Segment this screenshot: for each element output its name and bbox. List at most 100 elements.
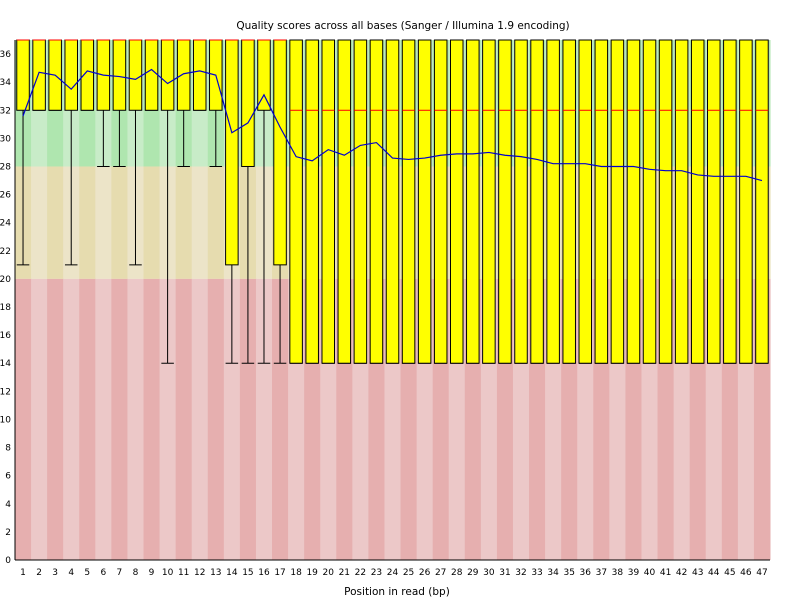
x-tick-label: 30: [483, 568, 495, 578]
x-tick-label: 5: [84, 568, 90, 578]
x-tick-label: 29: [467, 568, 479, 578]
y-tick-label: 24: [0, 219, 11, 229]
box-8: [128, 39, 143, 111]
x-tick-label: 3: [52, 568, 58, 578]
y-tick-label: 14: [0, 359, 11, 369]
box-15: [241, 39, 255, 167]
band-reasonable-stripe: [191, 166, 209, 279]
band-poor-stripe: [47, 278, 64, 560]
band-poor-stripe: [272, 278, 289, 560]
y-tick-label: 10: [0, 415, 11, 425]
box-40: [642, 39, 657, 364]
box-25: [401, 39, 416, 364]
band-poor-stripe: [239, 278, 257, 560]
box-31: [498, 39, 512, 364]
x-tick-label: 7: [117, 568, 123, 578]
x-tick-label: 14: [226, 568, 238, 578]
box-23: [369, 39, 384, 364]
band-poor-stripe: [15, 278, 32, 560]
box-47: [755, 39, 769, 364]
x-tick-label: 15: [242, 568, 253, 578]
box-12: [192, 39, 207, 111]
x-tick-label: 4: [68, 568, 74, 578]
band-poor-stripe: [95, 278, 112, 560]
y-tick-label: 36: [0, 50, 11, 60]
box-26: [417, 39, 432, 364]
band-reasonable-stripe: [31, 166, 48, 279]
box-28: [449, 39, 464, 364]
x-tick-label: 9: [149, 568, 155, 578]
x-tick-label: 43: [692, 568, 703, 578]
box-34: [546, 39, 560, 364]
band-poor-stripe: [31, 278, 48, 560]
box-16: [257, 39, 271, 111]
box-11: [176, 39, 191, 111]
band-poor-stripe: [111, 278, 128, 560]
x-tick-label: 27: [435, 568, 446, 578]
mean-line: [22, 68, 763, 182]
x-tick-label: 12: [194, 568, 205, 578]
x-tick-label: 10: [162, 568, 174, 578]
band-poor-stripe: [63, 278, 80, 560]
x-tick-label: 42: [676, 568, 687, 578]
band-reasonable-stripe: [207, 166, 225, 279]
band-reasonable-stripe: [175, 166, 193, 279]
x-tick-label: 35: [563, 568, 574, 578]
x-axis-label: Position in read (bp): [344, 586, 450, 598]
band-reasonable-stripe: [95, 166, 112, 279]
box-42: [674, 39, 689, 364]
band-poor-stripe: [175, 278, 193, 560]
band-reasonable-stripe: [111, 166, 128, 279]
x-tick-label: 19: [306, 568, 318, 578]
box-29: [466, 39, 480, 364]
x-tick-label: 28: [451, 568, 463, 578]
box-2: [32, 39, 46, 111]
band-poor-stripe: [143, 278, 161, 560]
box-32: [514, 39, 528, 364]
x-tick-label: 37: [596, 568, 607, 578]
x-tick-label: 47: [756, 568, 767, 578]
y-tick-label: 18: [0, 303, 11, 313]
x-tick-label: 32: [515, 568, 526, 578]
y-tick-label: 26: [0, 191, 11, 201]
x-tick-label: 22: [355, 568, 366, 578]
x-tick-label: 36: [580, 568, 592, 578]
x-tick-label: 8: [133, 568, 139, 578]
x-tick-label: 20: [323, 568, 335, 578]
box-9: [144, 39, 159, 111]
band-poor-stripe: [255, 278, 273, 560]
band-poor-stripe: [191, 278, 209, 560]
box-4: [64, 39, 78, 111]
box-18: [289, 39, 303, 364]
y-tick-label: 0: [5, 556, 11, 566]
band-reasonable-stripe: [47, 166, 64, 279]
x-tick-label: 31: [499, 568, 510, 578]
x-tick-label: 16: [258, 568, 270, 578]
x-tick-label: 34: [547, 568, 559, 578]
chart-title: Quality scores across all bases (Sanger …: [236, 20, 569, 32]
box-46: [739, 39, 753, 364]
band-poor-stripe: [127, 278, 145, 560]
box-35: [562, 39, 576, 364]
x-tick-label: 45: [724, 568, 735, 578]
box-24: [385, 39, 400, 364]
x-tick-label: 41: [660, 568, 671, 578]
box-22: [353, 39, 368, 364]
y-tick-label: 22: [0, 247, 11, 257]
x-tick-label: 26: [419, 568, 431, 578]
box-27: [433, 39, 448, 364]
box-36: [578, 39, 593, 364]
band-reasonable-stripe: [143, 166, 161, 279]
y-tick-label: 8: [5, 444, 11, 454]
band-poor-stripe: [223, 278, 241, 560]
band-poor-stripe: [207, 278, 225, 560]
y-tick-label: 16: [0, 331, 11, 341]
y-tick-label: 20: [0, 275, 11, 285]
y-tick-label: 2: [5, 528, 11, 538]
x-tick-label: 6: [100, 568, 106, 578]
x-tick-label: 1: [20, 568, 26, 578]
x-tick-label: 44: [708, 568, 720, 578]
box-45: [723, 39, 737, 364]
box-44: [707, 39, 721, 364]
